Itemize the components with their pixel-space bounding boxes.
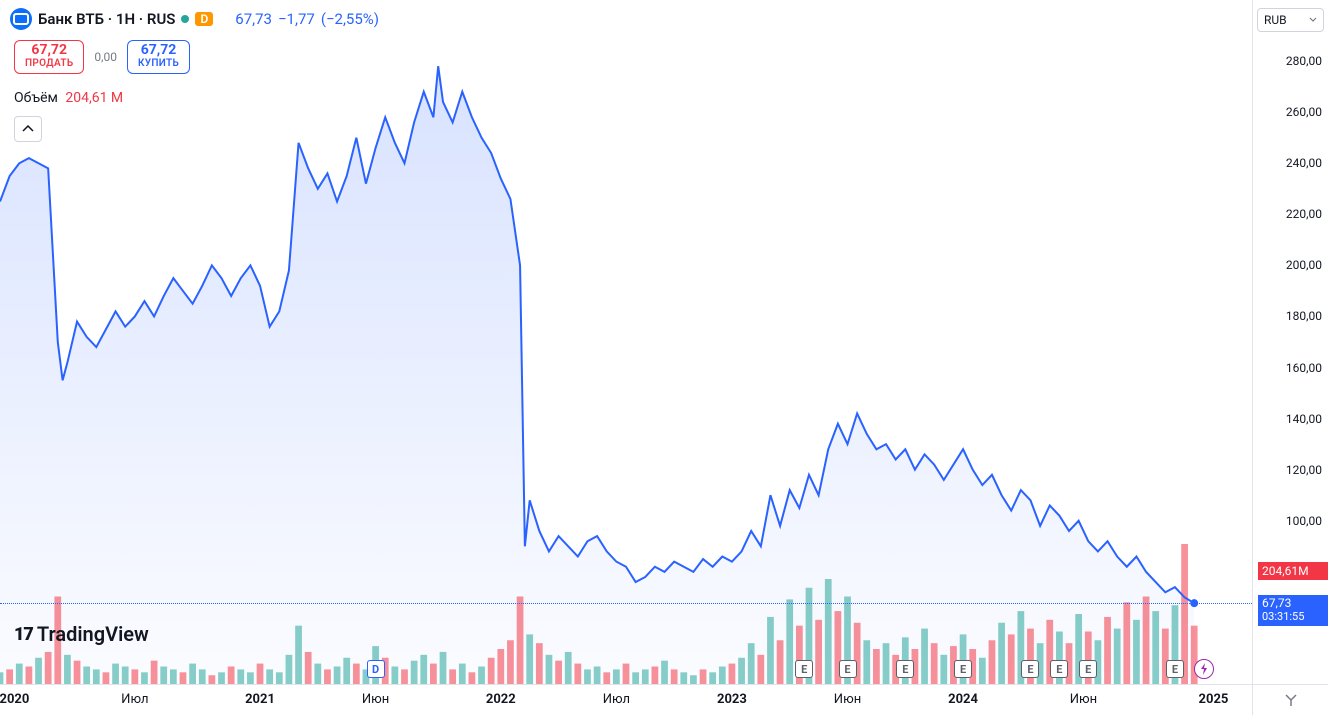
yaxis-label: 240,00: [1286, 156, 1322, 170]
collapse-legend-button[interactable]: [14, 116, 42, 142]
ohlc-change: −1,77: [278, 10, 315, 28]
ohlc-change-pct: (−2,55%): [321, 10, 379, 28]
xaxis-label: Июн: [1070, 692, 1097, 707]
yaxis-label: 200,00: [1286, 258, 1322, 272]
yaxis-label: 160,00: [1286, 361, 1322, 375]
xaxis-label: Июл: [121, 692, 148, 707]
yaxis-label: 280,00: [1286, 54, 1322, 68]
event-marker[interactable]: E: [1021, 660, 1039, 678]
data-mode-badge[interactable]: D: [195, 12, 213, 26]
xaxis-label: 2024: [948, 692, 978, 707]
event-marker[interactable]: E: [795, 660, 813, 678]
market-status-dot-icon: [181, 15, 189, 23]
yaxis-label: 140,00: [1286, 412, 1322, 426]
go-to-realtime-button[interactable]: [1194, 659, 1214, 679]
xaxis-label: Июл: [603, 692, 630, 707]
event-marker[interactable]: E: [839, 660, 857, 678]
currency-selector[interactable]: RUB: [1257, 8, 1324, 32]
xaxis-label: 2023: [717, 692, 747, 707]
axis-settings-corner[interactable]: [1252, 684, 1328, 715]
buy-price: 67,72: [138, 43, 179, 58]
currency-value: RUB: [1264, 13, 1287, 27]
last-price-line: [0, 603, 1252, 604]
volume-label: Объём: [14, 90, 58, 106]
yaxis-label: 180,00: [1286, 309, 1322, 323]
event-marker[interactable]: E: [954, 660, 972, 678]
xaxis-label: Июн: [362, 692, 389, 707]
axis-settings-icon: [1283, 692, 1299, 708]
volume-axis-tag: 204,61M: [1258, 562, 1328, 580]
buy-button[interactable]: 67,72 КУПИТЬ: [127, 40, 190, 74]
price-chart-svg: [0, 0, 1252, 684]
yaxis-label: 260,00: [1286, 105, 1322, 119]
symbol-header: Банк ВТБ · 1Н · RUS D 67,73 −1,77 (−2,55…: [10, 8, 379, 30]
symbol-logo-icon: [10, 8, 32, 30]
xaxis-label: 2025: [1199, 692, 1229, 707]
buy-label: КУПИТЬ: [138, 58, 179, 69]
tradingview-logo[interactable]: 17 TradingView: [14, 622, 149, 646]
price-axis[interactable]: RUB 80,00100,00120,00140,00160,00180,002…: [1252, 0, 1328, 684]
trade-buttons-row: 67,72 ПРОДАТЬ 0,00 67,72 КУПИТЬ: [14, 40, 190, 74]
ohlc-last: 67,73: [235, 10, 272, 28]
yaxis-label: 120,00: [1286, 463, 1322, 477]
chevron-up-icon: [22, 124, 34, 134]
xaxis-label: Июн: [834, 692, 861, 707]
chart-pane[interactable]: Банк ВТБ · 1Н · RUS D 67,73 −1,77 (−2,55…: [0, 0, 1252, 684]
yaxis-label: 100,00: [1286, 514, 1322, 528]
event-marker[interactable]: E: [1050, 660, 1068, 678]
last-price-axis-tag: 67,73 03:31:55: [1258, 595, 1328, 625]
volume-indicator-row[interactable]: Объём 204,61 M: [14, 90, 123, 106]
xaxis-label: 2020: [0, 692, 29, 707]
sell-label: ПРОДАТЬ: [25, 58, 73, 69]
symbol-title[interactable]: Банк ВТБ · 1Н · RUS: [38, 10, 175, 28]
xaxis-label: 2022: [486, 692, 516, 707]
spread-value: 0,00: [94, 50, 117, 64]
time-axis[interactable]: 2020 Июл 2021 Июн 2022 Июл 2023 Июн 2024 Июн 2025: [0, 684, 1252, 715]
event-marker[interactable]: E: [1079, 660, 1097, 678]
event-marker[interactable]: E: [1166, 660, 1184, 678]
tv-logo-mark-icon: 17: [14, 624, 33, 645]
xaxis-label: 2021: [245, 692, 275, 707]
volume-value: 204,61 M: [65, 90, 123, 106]
event-marker[interactable]: D: [367, 660, 385, 678]
tv-logo-text: TradingView: [37, 622, 149, 646]
sell-button[interactable]: 67,72 ПРОДАТЬ: [14, 40, 84, 74]
sell-price: 67,72: [25, 43, 73, 58]
yaxis-label: 220,00: [1286, 207, 1322, 221]
chevron-down-icon: [1309, 17, 1317, 23]
event-marker[interactable]: E: [896, 660, 914, 678]
